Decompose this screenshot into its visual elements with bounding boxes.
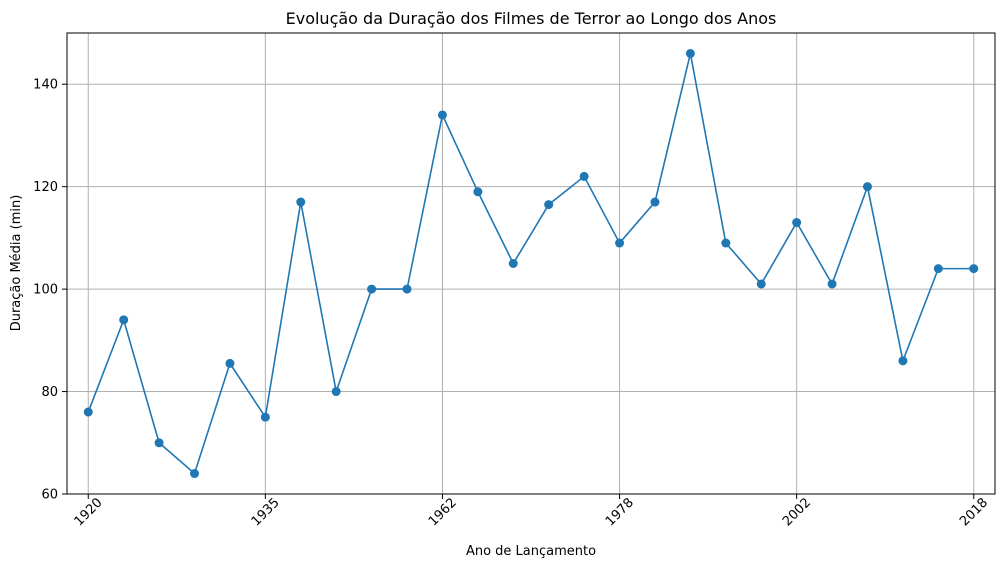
data-point — [83, 407, 93, 417]
series-line-layer — [87, 53, 974, 475]
data-point — [862, 182, 872, 192]
data-point — [898, 356, 908, 366]
x-axis-ticks: 1920 1935 1962 1978 2002 2018 — [72, 494, 991, 529]
data-point — [331, 387, 341, 397]
x-tick-label: 2018 — [957, 495, 991, 529]
y-tick-label: 80 — [41, 385, 58, 400]
data-point — [544, 200, 554, 210]
x-axis-label: Ano de Lançamento — [466, 544, 596, 559]
data-point — [933, 264, 943, 274]
series-line — [87, 53, 974, 475]
data-point — [615, 238, 625, 248]
data-point — [402, 284, 412, 294]
data-point — [969, 264, 979, 274]
data-point — [437, 110, 447, 120]
data-point — [225, 358, 235, 368]
y-axis-ticks: 60 80 100 120 140 — [33, 78, 67, 503]
y-tick-label: 100 — [33, 283, 58, 298]
data-point — [190, 469, 200, 479]
data-point — [154, 438, 164, 448]
data-point — [296, 197, 306, 207]
y-tick-label: 140 — [33, 78, 58, 93]
data-point — [119, 315, 129, 325]
x-tick-label: 2002 — [780, 495, 814, 529]
data-point — [756, 279, 766, 289]
x-tick-label: 1920 — [72, 495, 106, 529]
data-point — [827, 279, 837, 289]
data-points — [83, 48, 979, 479]
data-point — [650, 197, 660, 207]
data-point — [508, 259, 518, 268]
plot-frame — [66, 32, 996, 495]
data-point — [721, 238, 731, 248]
chart-title: Evolução da Duração dos Filmes de Terror… — [286, 9, 777, 28]
x-tick-label: 1978 — [603, 495, 637, 529]
x-tick-label: 1962 — [426, 495, 460, 529]
data-point — [579, 171, 589, 181]
x-tick-label: 1935 — [249, 495, 283, 529]
data-point — [792, 218, 802, 228]
data-point — [367, 284, 377, 294]
y-tick-label: 60 — [41, 488, 58, 503]
data-point — [685, 48, 695, 58]
y-tick-label: 120 — [33, 180, 58, 195]
y-axis-label: Duração Média (min) — [9, 195, 24, 332]
data-point — [260, 412, 270, 422]
data-point — [473, 187, 483, 197]
grid — [67, 33, 995, 495]
